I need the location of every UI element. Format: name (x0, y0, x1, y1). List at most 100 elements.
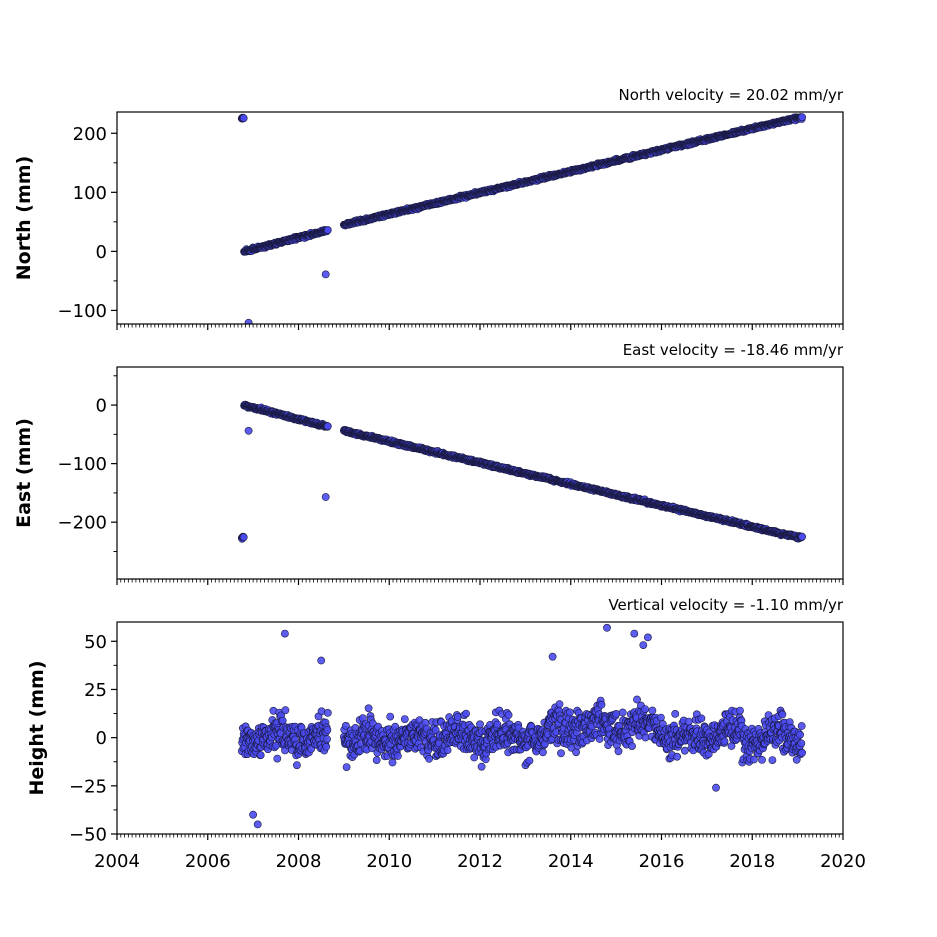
east-y-tick-label: 0 (96, 396, 107, 417)
height-data-point (684, 717, 693, 726)
x-tick-labels: 2004 2006 2008 2010 2012 2014 2016 2018 2020 (94, 851, 866, 872)
height-data-point (323, 735, 331, 744)
height-data-point (680, 746, 689, 755)
height-data-point (477, 762, 486, 771)
x-tick-label: 2004 (94, 851, 140, 872)
east-y-ticks: −200 −100 0 (58, 375, 117, 552)
height-data-point (470, 753, 479, 762)
height-data-point (393, 752, 402, 760)
height-y-tick-label: 25 (84, 680, 107, 701)
east-data-point (239, 533, 248, 542)
height-data-point (797, 739, 806, 748)
height-data-point (796, 730, 804, 739)
height-data-point (657, 713, 665, 722)
height-ylabel: Height (mm) (26, 660, 48, 795)
height-data-point (278, 716, 287, 725)
x-tick-label: 2012 (457, 851, 503, 872)
north-y-tick-label: −100 (58, 301, 107, 322)
north-panel: North velocity = 20.02 mm/yr North (mm) … (13, 86, 844, 330)
height-data-point (671, 710, 680, 718)
north-velocity-title: North velocity = 20.02 mm/yr (619, 86, 844, 104)
north-data-point (321, 270, 330, 279)
east-ylabel: East (mm) (13, 418, 35, 528)
height-data-point (292, 761, 301, 770)
height-data-point (697, 714, 706, 723)
height-data-point (644, 633, 652, 642)
height-data-point (317, 656, 326, 665)
height-data-point (557, 749, 565, 758)
height-panel: Vertical velocity = -1.10 mm/yr Height (… (26, 596, 844, 846)
north-y-tick-label: 200 (73, 124, 107, 145)
height-data-point (462, 709, 470, 718)
height-data-point (256, 751, 265, 759)
height-data-point (639, 641, 648, 649)
east-y-tick-label: −200 (58, 513, 107, 534)
height-velocity-title: Vertical velocity = -1.10 mm/yr (608, 596, 843, 614)
height-data-point (736, 706, 744, 715)
height-data-point (628, 742, 636, 750)
x-tick-label: 2018 (729, 851, 775, 872)
east-data-point (798, 532, 806, 541)
north-data-point (323, 226, 332, 234)
north-points (237, 113, 806, 324)
height-data-point (322, 742, 331, 751)
height-data-point (504, 711, 513, 719)
east-data-point (321, 493, 330, 501)
north-y-tick-label: 100 (73, 183, 107, 204)
height-data-point (372, 756, 381, 764)
north-ylabel: North (mm) (13, 156, 35, 281)
height-axes-frame (116, 621, 844, 835)
height-data-point (630, 629, 639, 638)
height-data-point (249, 810, 257, 819)
height-data-point (453, 713, 462, 721)
height-data-point (792, 755, 801, 764)
east-velocity-title: East velocity = -18.46 mm/yr (623, 341, 844, 359)
height-data-point (750, 755, 758, 764)
x-tick-label: 2010 (366, 851, 412, 872)
east-data-point (244, 426, 253, 435)
height-data-point (597, 700, 606, 709)
x-tick-label: 2008 (276, 851, 322, 872)
height-y-tick-label: −50 (69, 825, 107, 846)
x-tick-label: 2014 (548, 851, 594, 872)
height-data-point (431, 726, 440, 734)
height-data-point (720, 737, 729, 746)
height-data-point (443, 746, 452, 754)
height-y-tick-label: 0 (96, 728, 107, 749)
north-y-tick-label: 0 (96, 242, 107, 263)
east-axes-frame (116, 366, 844, 580)
height-data-point (555, 700, 564, 709)
north-y-ticks: −100 0 100 200 (58, 124, 117, 322)
height-data-point (539, 748, 547, 757)
height-data-point (768, 756, 777, 764)
height-data-point (323, 726, 332, 734)
east-points (237, 400, 806, 543)
height-data-point (525, 756, 534, 765)
height-data-point (342, 763, 351, 771)
east-y-tick-label: −100 (58, 454, 107, 475)
height-data-point (388, 758, 397, 767)
height-data-point (758, 756, 766, 764)
height-data-point (341, 721, 350, 730)
height-data-point (566, 708, 574, 717)
x-tick-label: 2020 (820, 851, 866, 872)
height-data-point (712, 783, 720, 792)
height-data-point (778, 710, 787, 719)
height-data-point (595, 735, 604, 743)
height-data-point (323, 709, 332, 717)
height-data-point (648, 706, 657, 715)
height-data-point (253, 820, 262, 829)
height-data-point (273, 754, 282, 763)
height-data-point (281, 706, 290, 715)
height-data-point (673, 752, 681, 761)
height-data-point (548, 652, 557, 661)
x-tick-label: 2016 (639, 851, 685, 872)
north-data-point (239, 114, 248, 122)
height-y-tick-label: 50 (84, 632, 107, 653)
height-data-point (614, 747, 623, 756)
height-y-tick-label: −25 (69, 776, 107, 797)
height-data-point (493, 720, 502, 729)
height-data-point (633, 695, 641, 704)
x-tick-label: 2006 (185, 851, 231, 872)
